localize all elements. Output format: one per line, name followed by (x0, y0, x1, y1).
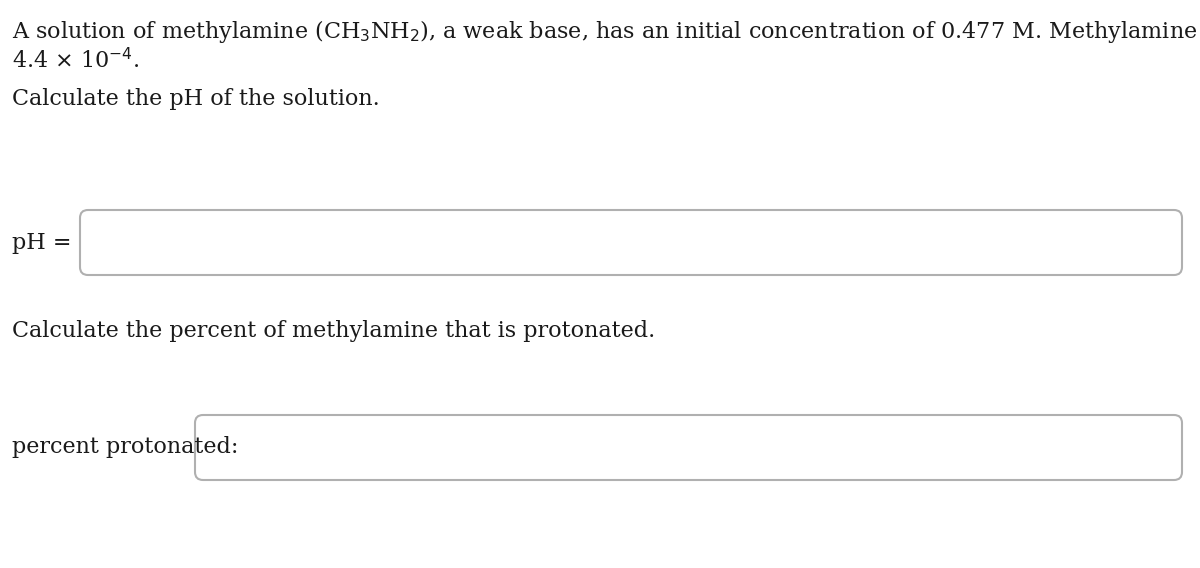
FancyBboxPatch shape (80, 210, 1182, 275)
Text: percent protonated:: percent protonated: (12, 436, 239, 458)
Text: Calculate the pH of the solution.: Calculate the pH of the solution. (12, 88, 379, 110)
Text: 4.4 $\times$ 10$^{-4}$.: 4.4 $\times$ 10$^{-4}$. (12, 48, 139, 73)
FancyBboxPatch shape (194, 415, 1182, 480)
Text: pH =: pH = (12, 232, 72, 253)
Text: Calculate the percent of methylamine that is protonated.: Calculate the percent of methylamine tha… (12, 320, 655, 342)
Text: A solution of methylamine (CH$_3$NH$_2$), a weak base, has an initial concentrat: A solution of methylamine (CH$_3$NH$_2$)… (12, 18, 1200, 45)
